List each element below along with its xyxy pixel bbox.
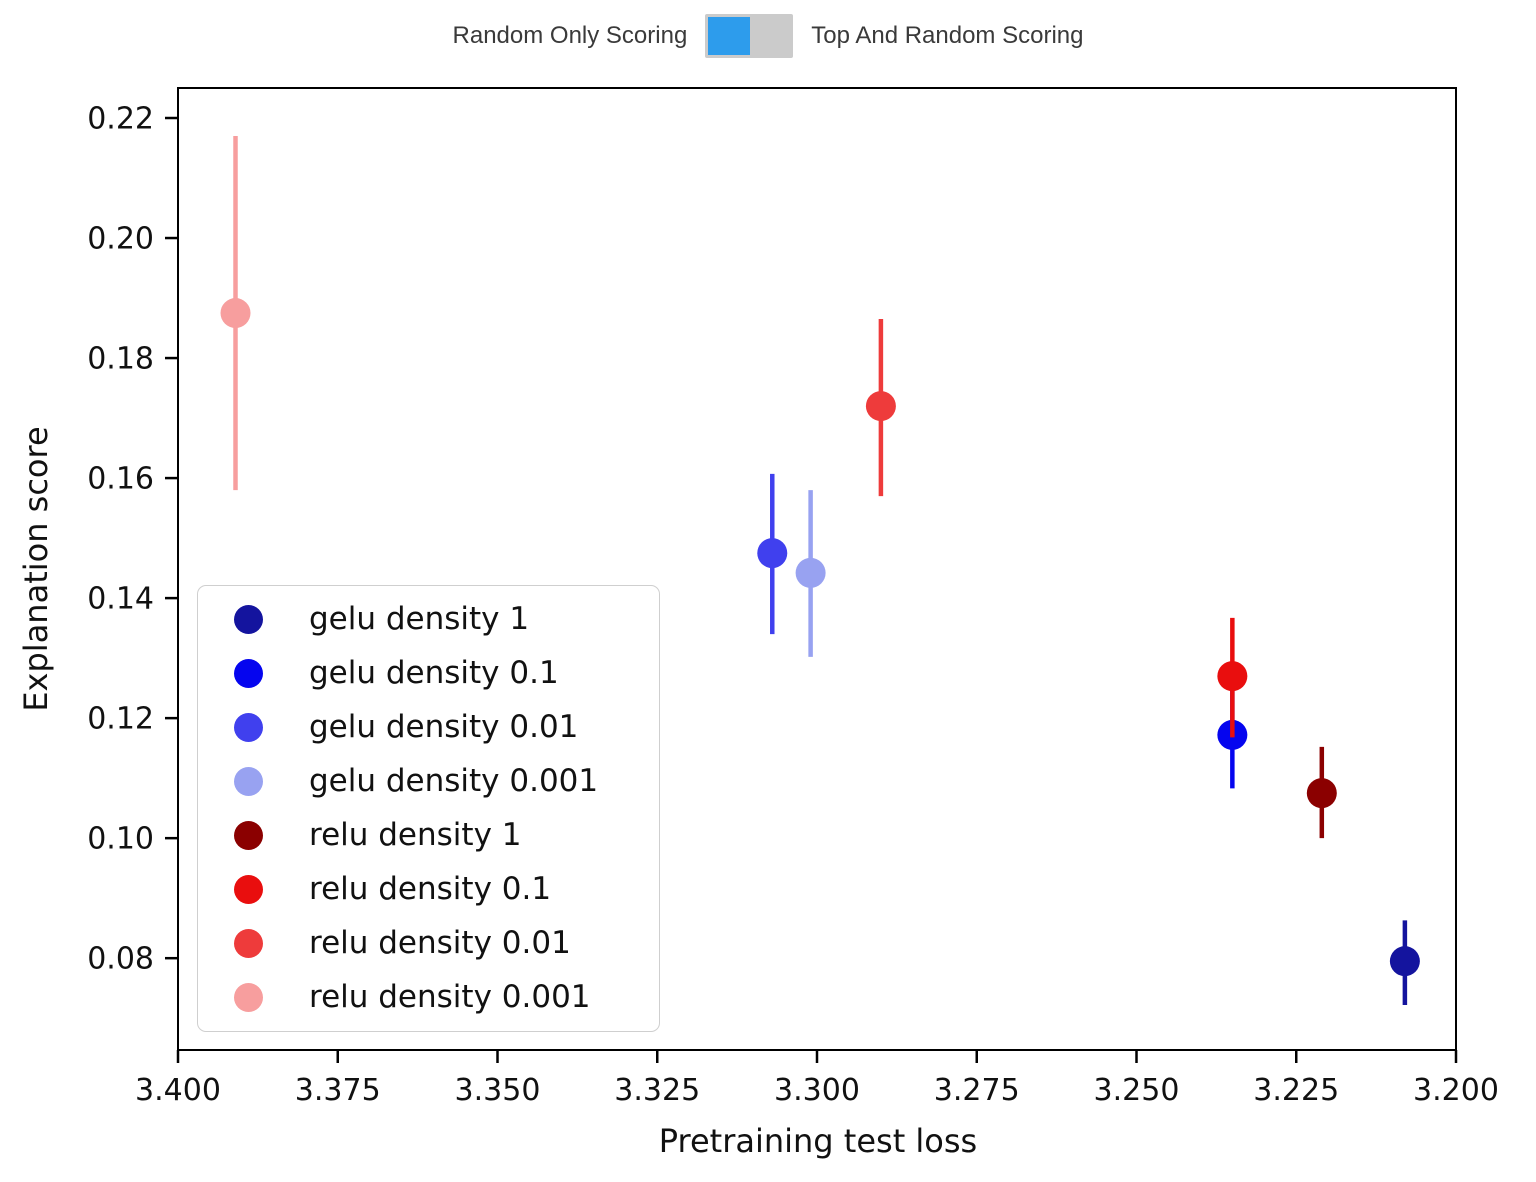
x-tick-label: 3.350 (455, 1073, 541, 1108)
x-tick-label: 3.400 (135, 1073, 221, 1108)
legend-box: gelu density 1 gelu density 0.1 gelu densi… (197, 585, 660, 1032)
y-tick-label: 0.18 (87, 342, 154, 377)
legend-marker-icon (234, 929, 263, 958)
scoring-toggle-row: Random Only Scoring Top And Random Scori… (0, 0, 1536, 72)
x-axis-label: Pretraining test loss (658, 1122, 978, 1160)
toggle-left-label: Random Only Scoring (452, 22, 688, 49)
data-point-gelu-density-0-01 (757, 538, 788, 569)
legend-label: relu density 0.1 (309, 871, 552, 907)
legend-item-gelu-density-0-001: gelu density 0.001 (198, 755, 659, 808)
legend-item-relu-density-0-1: relu density 0.1 (198, 863, 659, 916)
data-point-gelu-density-1 (1389, 946, 1420, 977)
x-tick-label: 3.200 (1413, 1073, 1499, 1108)
y-tick-label: 0.14 (87, 582, 154, 617)
legend-item-gelu-density-0-01: gelu density 0.01 (198, 701, 659, 754)
legend-marker-icon (234, 821, 263, 850)
y-tick-label: 0.10 (87, 822, 154, 857)
legend-label: relu density 0.001 (309, 979, 591, 1015)
legend-marker-icon (234, 767, 263, 796)
y-tick-label: 0.16 (87, 462, 154, 497)
legend-marker-icon (234, 875, 263, 904)
legend-marker-icon (234, 713, 263, 742)
y-tick-label: 0.08 (87, 942, 154, 977)
legend-label: gelu density 0.001 (309, 763, 599, 799)
legend-label: gelu density 0.01 (309, 709, 579, 745)
legend-marker-icon (234, 659, 263, 688)
data-point-gelu-density-0-001 (795, 557, 826, 588)
legend-label: gelu density 1 (309, 601, 530, 637)
toggle-right-label: Top And Random Scoring (811, 22, 1084, 49)
data-point-relu-density-0-001 (220, 298, 251, 329)
legend-marker-icon (234, 605, 263, 634)
x-tick-label: 3.275 (934, 1073, 1020, 1108)
legend-label: gelu density 0.1 (309, 655, 559, 691)
y-tick-label: 0.20 (87, 222, 154, 257)
legend-marker-icon (234, 983, 263, 1012)
x-tick-label: 3.250 (1094, 1073, 1180, 1108)
legend-item-relu-density-1: relu density 1 (198, 809, 659, 862)
legend-item-gelu-density-0-1: gelu density 0.1 (198, 647, 659, 700)
scoring-toggle-switch[interactable] (705, 14, 794, 58)
data-point-relu-density-0-01 (865, 391, 896, 422)
x-tick-label: 3.375 (295, 1073, 381, 1108)
y-tick-label: 0.22 (87, 102, 154, 137)
legend-label: relu density 0.01 (309, 925, 571, 961)
x-tick-label: 3.300 (774, 1073, 860, 1108)
legend-item-gelu-density-1: gelu density 1 (198, 593, 659, 646)
x-tick-label: 3.225 (1253, 1073, 1339, 1108)
scoring-toggle-knob (708, 17, 751, 55)
y-axis-label: Explanation score (17, 426, 55, 712)
legend-item-relu-density-0-001: relu density 0.001 (198, 971, 659, 1024)
x-tick-label: 3.325 (614, 1073, 700, 1108)
y-tick-label: 0.12 (87, 702, 154, 737)
legend-item-relu-density-0-01: relu density 0.01 (198, 917, 659, 970)
legend-label: relu density 1 (309, 817, 522, 853)
data-point-relu-density-0-1 (1217, 661, 1248, 692)
plot-border (177, 87, 1457, 1051)
data-point-relu-density-1 (1306, 778, 1337, 809)
